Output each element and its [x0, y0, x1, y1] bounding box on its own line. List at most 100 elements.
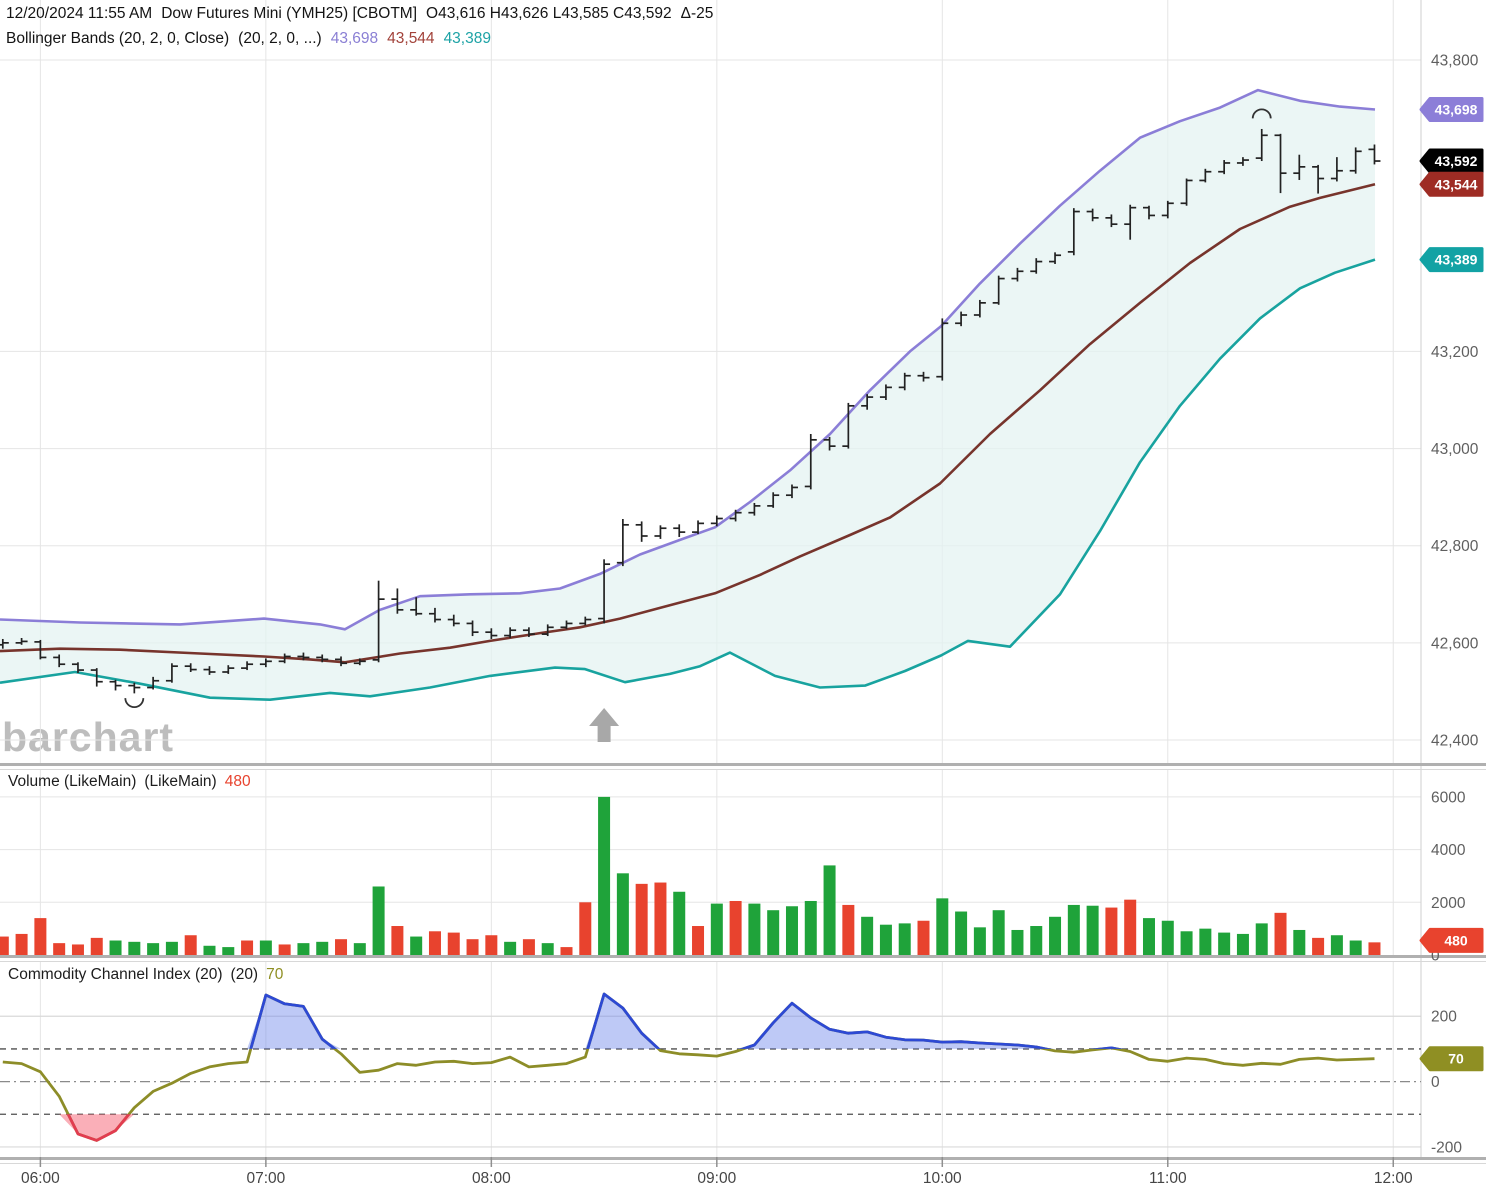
chart-title: 12/20/2024 11:55 AM Dow Futures Mini (YMH…: [6, 5, 722, 23]
volume-bar: [0, 936, 9, 955]
axis-tick-label: 6000: [1431, 789, 1466, 806]
ohlc-bar: [522, 627, 535, 638]
bollinger-upper-value: 43,698: [330, 30, 379, 47]
volume-bar: [1124, 899, 1137, 955]
ohlc-bar: [917, 371, 930, 382]
cci-line: [2, 992, 1375, 1142]
axis-tick-label: 0: [1431, 948, 1440, 965]
ohlc-bar: [1274, 133, 1287, 194]
volume-bar: [692, 926, 705, 955]
volume-bar: [973, 927, 986, 955]
time-axis-label: 10:00: [923, 1170, 962, 1187]
volume-bar: [1218, 932, 1231, 955]
volume-bar: [1274, 912, 1287, 955]
axis-tick-label: 42,800: [1431, 538, 1479, 555]
svg-text:480: 480: [1444, 932, 1468, 948]
volume-bar: [1330, 935, 1343, 955]
ohlc-bar: [1180, 178, 1193, 206]
ohlc-bar: [90, 668, 103, 687]
bollinger-legend: Bollinger Bands (20, 2, 0, Close) (20, 2,…: [6, 30, 500, 48]
axis-badge: 43,544: [1419, 171, 1484, 197]
volume-bar: [522, 939, 535, 955]
bollinger-params: (20, 2, 0, ...): [238, 30, 322, 47]
ohlc-bar: [1349, 147, 1362, 174]
axis-badge: 43,698: [1419, 97, 1484, 122]
ohlc-bar: [654, 525, 667, 539]
volume-bar: [1067, 904, 1080, 955]
ohlc-bar: [34, 639, 47, 660]
volume-bar: [447, 932, 460, 955]
volume-bar: [1199, 928, 1212, 955]
volume-bar: [842, 904, 855, 955]
volume-bar: [410, 936, 423, 955]
volume-bar: [936, 898, 949, 955]
ohlc-bar: [1312, 164, 1325, 194]
volume-bar: [485, 935, 498, 955]
volume-bar: [1349, 940, 1362, 955]
axis-tick-label: 43,000: [1431, 441, 1479, 458]
ohlc-bar: [560, 620, 573, 630]
ohlc-bar: [1142, 205, 1155, 220]
volume-bar: [560, 947, 573, 955]
volume-bar: [917, 920, 930, 955]
volume-bar: [316, 941, 329, 955]
volume-bar: [90, 937, 103, 955]
time-axis-label: 12:00: [1374, 1170, 1413, 1187]
volume-bar: [1255, 923, 1268, 955]
volume-bar: [428, 931, 441, 955]
time-axis-label: 11:00: [1149, 1170, 1187, 1187]
ohlc-bar: [1067, 208, 1080, 256]
axis-tick-label: 42,600: [1431, 635, 1479, 652]
volume-bar: [297, 943, 310, 955]
volume-bar: [109, 940, 122, 955]
volume-bar: [804, 900, 817, 955]
cci-params: (20): [230, 966, 259, 983]
volume-bar: [1049, 916, 1062, 955]
ohlc-bar: [15, 638, 28, 645]
bollinger-middle-line: [0, 183, 1376, 664]
ohlc-bar: [504, 627, 517, 638]
time-axis: 06:00 07:00 08:00 09:00 10:00 11:00 12:00: [21, 1157, 1413, 1187]
ohlc-bar: [391, 588, 404, 614]
ohlc-bar: [616, 519, 629, 567]
ohlc-bar: [485, 628, 498, 639]
svg-text:43,389: 43,389: [1435, 252, 1478, 268]
axis-badge: 480: [1419, 927, 1484, 953]
volume-bar: [992, 910, 1005, 955]
volume-bar: [259, 940, 272, 955]
svg-text:43,592: 43,592: [1435, 153, 1478, 169]
ohlc-bar: [241, 661, 254, 671]
volume-bar: [673, 891, 686, 955]
ohlc-bar: [316, 654, 329, 663]
ohlc-bar: [428, 607, 441, 623]
title-symbol: Dow Futures Mini (YMH25) [CBOTM]: [161, 5, 418, 22]
gridlines: [0, 0, 1422, 1158]
title-change: Δ-25: [680, 5, 714, 22]
ohlc-bar: [1011, 267, 1024, 282]
barchart-watermark: barchart: [2, 714, 175, 760]
ohlc-bar: [767, 492, 780, 508]
ohlc-bar: [410, 597, 423, 616]
ohlc-bar: [785, 484, 798, 499]
volume-bar: [1312, 937, 1325, 955]
ohlc-bar: [1161, 200, 1174, 219]
axis-badge: 43,592: [1419, 148, 1484, 174]
cci-oversold-fill: [2, 1114, 1375, 1141]
time-axis-label: 06:00: [21, 1170, 60, 1187]
ohlc-bar: [71, 662, 84, 673]
svg-text:43,698: 43,698: [1435, 102, 1478, 118]
cci-last-value: 70: [266, 966, 284, 983]
ohlc-bar: [259, 658, 272, 668]
volume-bar: [34, 918, 47, 955]
cci-label: Commodity Channel Index (20): [8, 966, 223, 983]
volume-bar: [504, 941, 517, 955]
ohlc-bar: [955, 311, 968, 327]
ohlc-bar: [823, 436, 836, 451]
ohlc-bar: [1330, 157, 1343, 182]
volume-bar: [1236, 933, 1249, 955]
volume-bar: [278, 944, 291, 955]
axis-badge: 70: [1419, 1046, 1484, 1072]
ohlc-bar: [297, 652, 310, 661]
volume-bar: [635, 883, 648, 955]
